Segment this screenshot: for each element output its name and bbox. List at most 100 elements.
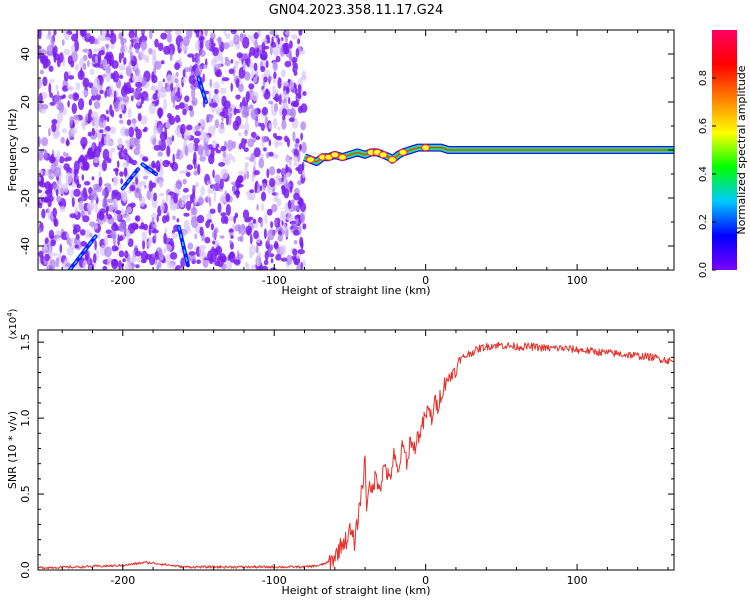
noise-dot <box>158 123 163 134</box>
noise-dot <box>135 47 140 54</box>
noise-dot <box>236 52 243 59</box>
noise-dot <box>302 223 307 230</box>
noise-dot <box>171 203 178 209</box>
noise-dot <box>97 132 102 142</box>
noise-dot <box>295 138 300 144</box>
noise-dot <box>197 144 204 156</box>
noise-dot <box>38 189 43 194</box>
noise-dot <box>50 239 56 247</box>
noise-dot <box>216 255 224 268</box>
noise-dot <box>86 202 94 211</box>
noise-dot <box>55 188 59 197</box>
noise-dot <box>70 60 75 68</box>
noise-dot <box>74 63 80 72</box>
noise-dot <box>281 167 286 176</box>
noise-dot <box>97 34 101 46</box>
noise-dot <box>209 78 213 88</box>
noise-dot <box>261 41 266 54</box>
noise-dot <box>178 57 182 66</box>
noise-dot <box>255 245 259 254</box>
noise-dot <box>53 30 57 36</box>
noise-dot <box>39 182 48 188</box>
noise-dot <box>71 33 79 42</box>
noise-dot <box>167 113 172 119</box>
noise-dot <box>140 115 148 125</box>
noise-dot <box>38 30 42 40</box>
noise-dot <box>55 229 61 242</box>
signal-blob <box>421 144 431 152</box>
noise-dot <box>41 208 46 219</box>
noise-dot <box>284 60 292 68</box>
noise-dot <box>168 191 176 196</box>
noise-dot <box>272 85 276 94</box>
noise-dot <box>198 244 205 257</box>
noise-dot <box>271 36 274 46</box>
noise-dot <box>195 181 199 187</box>
chart-title: GN04.2023.358.11.17.G24 <box>269 3 444 18</box>
noise-dot <box>186 164 194 171</box>
noise-dot <box>39 81 43 88</box>
noise-dot <box>95 93 102 101</box>
noise-dot <box>240 137 246 150</box>
noise-dot <box>249 189 255 194</box>
noise-dot <box>141 54 149 61</box>
noise-dot <box>283 42 290 55</box>
noise-dot <box>118 260 122 270</box>
noise-dot <box>166 74 173 85</box>
snr-y-multiplier-exponent: 4 <box>6 312 14 317</box>
noise-dot <box>254 182 258 194</box>
noise-dot <box>229 240 232 245</box>
noise-dot <box>48 65 54 72</box>
noise-dot <box>134 187 142 199</box>
snr-x-tick-label: 100 <box>567 574 588 587</box>
noise-dot <box>220 87 227 95</box>
noise-dot <box>290 199 296 204</box>
noise-dot <box>135 128 142 140</box>
noise-dot <box>182 108 187 116</box>
noise-dot <box>251 91 259 102</box>
colorbar-gradient <box>712 30 737 270</box>
noise-dot <box>189 194 193 205</box>
noise-dot <box>106 116 110 123</box>
noise-dot <box>94 240 97 251</box>
noise-dot <box>38 227 42 234</box>
noise-dot <box>253 62 258 72</box>
noise-dot <box>277 126 281 131</box>
noise-dot <box>154 250 159 261</box>
noise-dot <box>151 160 156 168</box>
noise-dot <box>153 123 158 135</box>
noise-dot <box>232 120 240 131</box>
noise-dot <box>286 86 290 94</box>
noise-dot <box>38 150 44 161</box>
noise-dot <box>234 60 239 69</box>
noise-dot <box>261 203 265 212</box>
snr-y-multiplier-base: (x10 <box>8 317 19 340</box>
noise-dot <box>268 151 274 157</box>
noise-dot <box>239 32 244 43</box>
noise-dot <box>269 177 276 188</box>
noise-dot <box>122 258 126 263</box>
noise-dot <box>187 142 195 153</box>
noise-dot <box>272 118 278 129</box>
noise-dot <box>51 122 57 133</box>
noise-dot <box>112 222 117 228</box>
noise-dot <box>52 194 55 204</box>
signal-blob <box>398 148 408 156</box>
noise-dot <box>252 218 257 224</box>
noise-dot <box>185 200 192 211</box>
noise-dot <box>242 36 250 49</box>
noise-dot <box>38 49 47 56</box>
noise-dot <box>63 71 69 82</box>
noise-dot <box>252 137 257 143</box>
noise-dot <box>69 213 77 219</box>
snr-x-tick-label: -200 <box>110 574 135 587</box>
noise-dot <box>182 194 190 201</box>
noise-dot <box>73 224 81 233</box>
noise-dot <box>239 235 244 243</box>
noise-dot <box>99 89 104 95</box>
noise-dot <box>162 78 166 83</box>
noise-dot <box>49 259 56 270</box>
noise-dot <box>270 221 274 229</box>
noise-dot <box>257 108 261 114</box>
noise-dot <box>120 178 123 185</box>
